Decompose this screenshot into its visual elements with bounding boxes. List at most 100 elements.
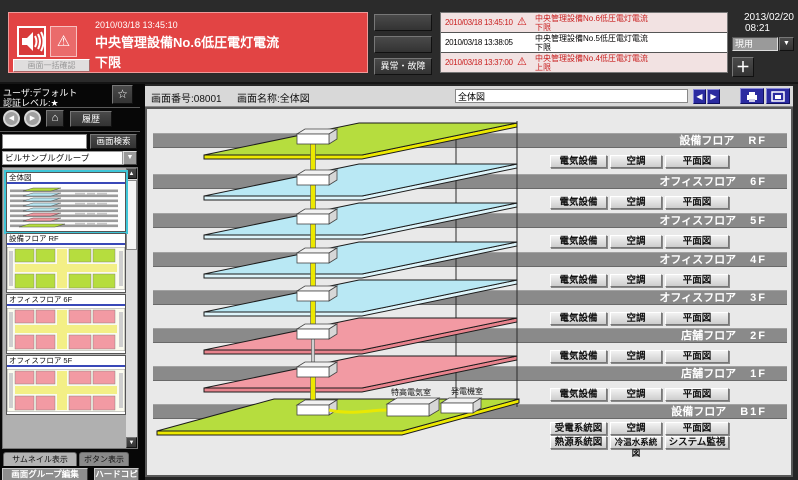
speaker-icon[interactable] xyxy=(17,26,46,57)
btn-3f-electric[interactable]: 電気設備 xyxy=(550,312,607,325)
btn-1f-hvac[interactable]: 空調 xyxy=(610,388,662,401)
btn-6f-electric[interactable]: 電気設備 xyxy=(550,196,607,209)
floor-name: 設備フロア xyxy=(679,135,735,147)
btn-6f-hvac[interactable]: 空調 xyxy=(610,196,662,209)
btn-6f-plan[interactable]: 平面図 xyxy=(665,196,729,209)
floor-level: 5F xyxy=(750,215,767,227)
btn-5f-electric[interactable]: 電気設備 xyxy=(550,235,607,248)
scrollbar-track[interactable] xyxy=(126,168,137,448)
screen-selector-input[interactable] xyxy=(455,89,688,103)
group-select[interactable]: ビルサンプルグループ xyxy=(2,151,123,165)
alarm-message: 中央管理設備No.6低圧電灯電流 xyxy=(95,35,280,50)
floor-level: 6F xyxy=(750,176,767,188)
blank-button-2[interactable] xyxy=(374,36,432,53)
btn-2f-hvac[interactable]: 空調 xyxy=(610,350,662,363)
thumbnail-image xyxy=(7,186,125,229)
btn-rf-electric[interactable]: 電気設備 xyxy=(550,155,607,168)
scroll-down-button[interactable]: ▼ xyxy=(126,437,137,448)
alarm-row-text: 中央管理設備No.4低圧電灯電流 xyxy=(535,54,648,63)
btn-b1f-substation[interactable]: 受電系統図 xyxy=(550,422,607,435)
thumbnail-overview[interactable]: 全体図 xyxy=(4,170,128,234)
screen-header-bar: 画面番号:08001 画面名称:全体図 ◀ ▶ xyxy=(145,86,793,107)
building-overview-panel: 設備フロア RF オフィスフロア 6F オフィスフロア 5F オフィスフロア 4F オフ… xyxy=(145,107,793,477)
mode-field[interactable]: 現用 xyxy=(732,37,778,51)
floor-name: 店舗フロア xyxy=(681,330,737,342)
home-button[interactable]: ⌂ xyxy=(46,110,64,127)
btn-rf-hvac[interactable]: 空調 xyxy=(610,155,662,168)
btn-4f-plan[interactable]: 平面図 xyxy=(665,274,729,287)
btn-5f-hvac[interactable]: 空調 xyxy=(610,235,662,248)
divider xyxy=(0,131,140,132)
favorite-star-button[interactable]: ☆ xyxy=(112,85,133,104)
thumbnail-image xyxy=(7,247,125,290)
btn-4f-electric[interactable]: 電気設備 xyxy=(550,274,607,287)
alarm-row-state: 下限 xyxy=(535,23,551,32)
history-button[interactable]: 履歴 xyxy=(70,111,112,127)
thumbnail-image xyxy=(7,369,125,412)
btn-b1f-plan[interactable]: 平面図 xyxy=(665,422,729,435)
warning-icon[interactable]: ⚠ xyxy=(50,26,77,57)
thumbnail-title: オフィスフロア 6F xyxy=(7,295,125,306)
alarm-fault-button[interactable]: 異常・故障 xyxy=(374,58,432,75)
mode-dropdown-icon[interactable]: ▼ xyxy=(779,37,794,51)
floor-bar-2f: 店舗フロア 2F xyxy=(153,328,787,343)
btn-1f-electric[interactable]: 電気設備 xyxy=(550,388,607,401)
thumbnail-floor-rf[interactable]: 設備フロア RF xyxy=(6,233,126,293)
blank-button-1[interactable] xyxy=(374,14,432,31)
alarm-row-message: 中央管理設備No.5低圧電灯電流 下限 xyxy=(535,34,648,52)
monitor-glyph xyxy=(771,91,785,102)
floor-name: オフィスフロア xyxy=(659,176,737,188)
hardcopy-button[interactable]: ハードコピー xyxy=(94,468,139,480)
floor-bar-4f: オフィスフロア 4F xyxy=(153,252,787,267)
thumbnail-title: 設備フロア RF xyxy=(7,234,125,245)
room-label-highvoltage: 特高電気室 xyxy=(391,387,431,397)
btn-b1f-hvac[interactable]: 空調 xyxy=(610,422,662,435)
screen-search-input[interactable] xyxy=(2,134,87,149)
scroll-up-button[interactable]: ▲ xyxy=(126,168,137,179)
thumbnail-floor-6f[interactable]: オフィスフロア 6F xyxy=(6,294,126,354)
btn-3f-hvac[interactable]: 空調 xyxy=(610,312,662,325)
alarm-row[interactable]: 2010/03/18 13:37:00 ⚠ 中央管理設備No.4低圧電灯電流 上限 xyxy=(441,53,727,72)
screen-group-edit-button[interactable]: 画面グループ編集 xyxy=(2,468,88,480)
thumbnail-image xyxy=(7,308,125,351)
prev-screen-button[interactable]: ◀ xyxy=(693,89,706,104)
floor-name: 設備フロア xyxy=(671,406,727,418)
btn-b1f-heatsource[interactable]: 熱源系統図 xyxy=(550,436,607,449)
nav-back-button[interactable]: ◀ xyxy=(3,110,20,127)
alarm-row-time: 2010/03/18 13:38:05 xyxy=(445,38,513,47)
hardcopy-icon[interactable] xyxy=(740,88,764,104)
btn-5f-plan[interactable]: 平面図 xyxy=(665,235,729,248)
btn-rf-plan[interactable]: 平面図 xyxy=(665,155,729,168)
floor-bar-3f: オフィスフロア 3F xyxy=(153,290,787,305)
expand-alarm-list-button[interactable]: ＋ xyxy=(732,57,754,77)
alarm-row-text: 中央管理設備No.6低圧電灯電流 xyxy=(535,14,648,23)
sidebar: ユーザ:デフォルト 認証レベル:★ ☆ ◀ ▶ ⌂ 履歴 画面検索 ビルサンプル… xyxy=(0,84,145,480)
floor-level: B1F xyxy=(740,406,767,418)
alarm-row-message: 中央管理設備No.6低圧電灯電流 下限 xyxy=(535,14,648,32)
btn-2f-plan[interactable]: 平面図 xyxy=(665,350,729,363)
tab-thumbnail-view[interactable]: サムネイル表示 xyxy=(3,452,77,466)
group-select-dropdown-icon[interactable]: ▼ xyxy=(123,151,137,165)
thumbnail-floor-5f[interactable]: オフィスフロア 5F xyxy=(6,355,126,415)
btn-3f-plan[interactable]: 平面図 xyxy=(665,312,729,325)
btn-1f-plan[interactable]: 平面図 xyxy=(665,388,729,401)
next-screen-button[interactable]: ▶ xyxy=(707,89,720,104)
alarm-row[interactable]: 2010/03/18 13:38:05 中央管理設備No.5低圧電灯電流 下限 xyxy=(441,33,727,53)
floor-name: 店舗フロア xyxy=(681,368,737,380)
tab-button-view[interactable]: ボタン表示 xyxy=(79,452,129,466)
btn-2f-electric[interactable]: 電気設備 xyxy=(550,350,607,363)
display-icon[interactable] xyxy=(766,88,790,104)
alarm-history-list: 2010/03/18 13:45:10 ⚠ 中央管理設備No.6低圧電灯電流 下限… xyxy=(440,12,728,73)
nav-forward-button[interactable]: ▶ xyxy=(24,110,41,127)
btn-4f-hvac[interactable]: 空調 xyxy=(610,274,662,287)
screen-search-button[interactable]: 画面検索 xyxy=(90,134,137,149)
acknowledge-all-button[interactable]: 画面一括確認 xyxy=(13,59,90,72)
btn-b1f-chilledwater[interactable]: 冷温水系統図 xyxy=(610,436,662,458)
alarm-row-state: 上限 xyxy=(535,63,551,72)
btn-b1f-systemmonitor[interactable]: システム監視 xyxy=(665,436,729,449)
room-label-generator: 発電機室 xyxy=(451,386,483,396)
scrollbar-thumb[interactable] xyxy=(126,180,137,250)
alarm-state: 下限 xyxy=(95,55,122,70)
alarm-row[interactable]: 2010/03/18 13:45:10 ⚠ 中央管理設備No.6低圧電灯電流 下限 xyxy=(441,13,727,33)
clock-panel: 2013/02/20 08:21 現用 ▼ ＋ xyxy=(730,10,796,80)
